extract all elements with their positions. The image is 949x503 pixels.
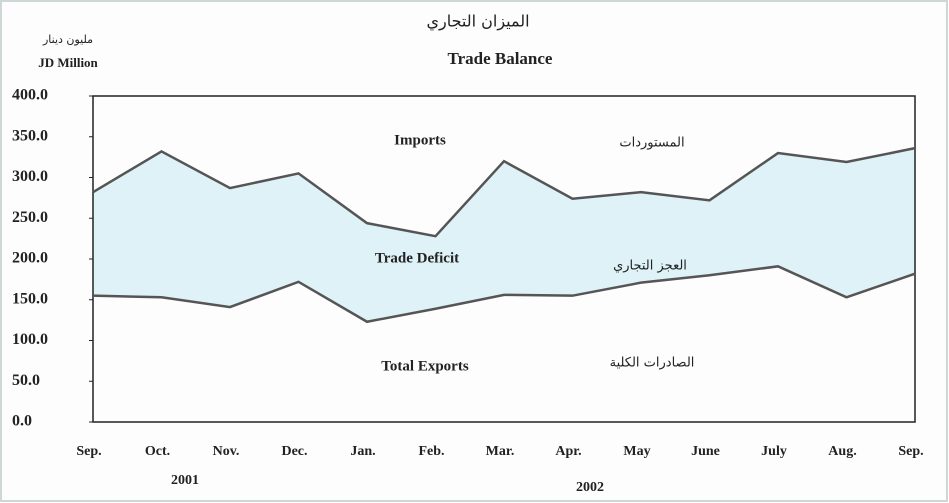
y-tick-label: 300.0	[12, 168, 48, 185]
annotation: Trade Deficit	[375, 250, 459, 266]
x-tick-label: Nov.	[213, 444, 240, 459]
annotation: 2001	[171, 473, 199, 488]
x-tick-label: June	[691, 444, 720, 459]
chart-title: Trade Balance	[448, 49, 553, 68]
series-label: Total Exports	[381, 358, 469, 374]
x-tick-label: Dec.	[281, 444, 307, 459]
x-tick-label: Sep.	[898, 444, 923, 459]
x-tick-label: Jan.	[350, 444, 375, 459]
y-tick-label: 150.0	[12, 290, 48, 307]
x-tick-label: Oct.	[145, 444, 170, 459]
y-tick-label: 250.0	[12, 209, 48, 226]
y-tick-label: 0.0	[12, 413, 32, 430]
x-tick-label: July	[761, 444, 787, 459]
x-tick-label: Sep.	[76, 444, 101, 459]
y-label-arabic: مليون دينار	[42, 33, 93, 46]
y-tick-label: 350.0	[12, 127, 48, 144]
annotation: 2002	[576, 480, 604, 495]
chart-title-arabic: الميزان التجاري	[426, 12, 529, 32]
annotation: العجز التجاري	[613, 259, 687, 274]
y-tick-label: 200.0	[12, 250, 48, 267]
x-tick-label: Mar.	[486, 444, 515, 459]
y-tick-label: 50.0	[12, 372, 40, 389]
deficit-area	[93, 148, 915, 322]
x-tick-label: Feb.	[418, 444, 444, 459]
annotation: الصادرات الكلية	[610, 356, 695, 371]
x-tick-label: May	[623, 444, 650, 459]
x-tick-label: Apr.	[555, 444, 581, 459]
x-tick-label: Aug.	[828, 444, 856, 459]
annotation: المستوردات	[619, 136, 684, 151]
series-line	[92, 265, 916, 324]
y-label: JD Million	[38, 55, 98, 70]
y-tick-label: 400.0	[12, 87, 48, 104]
series-label: Imports	[394, 132, 446, 148]
series-line	[92, 146, 916, 238]
y-tick-label: 100.0	[12, 331, 48, 348]
